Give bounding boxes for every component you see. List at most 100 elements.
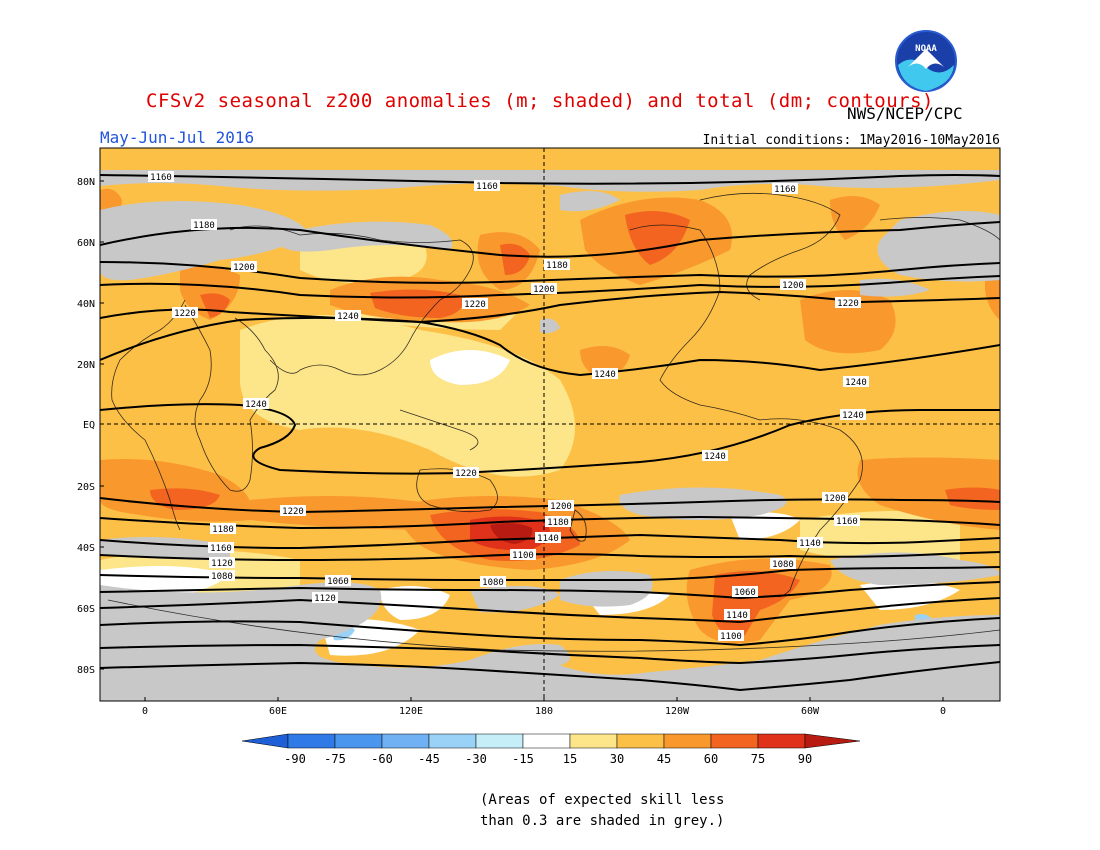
colorbar-swatch: [428, 733, 477, 749]
contour-label: 1220: [835, 297, 861, 309]
initial-conditions: Initial conditions: 1May2016-10May2016: [702, 133, 1000, 148]
svg-text:1200: 1200: [782, 281, 804, 291]
colorbar-tick-label: -15: [512, 752, 534, 766]
skill-note-line: than 0.3 are shaded in grey.): [480, 813, 725, 829]
svg-text:1080: 1080: [482, 578, 504, 588]
svg-text:0: 0: [940, 706, 946, 717]
lat-tick: 20N: [77, 360, 104, 371]
contour-label: 1220: [172, 307, 198, 319]
contour-label: 1240: [840, 409, 866, 421]
svg-text:20N: 20N: [77, 360, 95, 371]
svg-text:1060: 1060: [327, 577, 349, 587]
contour-label: 1080: [209, 570, 235, 582]
colorbar: -90 -75 -60 -45 -30 -15 15 30 45 60 75 9…: [241, 733, 861, 766]
contour-label: 1060: [732, 586, 758, 598]
latitude-axis: 80N 60N 40N 20N EQ 20S 40S 60S 80S: [77, 177, 104, 676]
svg-text:1180: 1180: [546, 261, 568, 271]
contour-label: 1160: [772, 183, 798, 195]
colorbar-tick-label: -30: [465, 752, 487, 766]
colorbar-swatch: [522, 733, 571, 749]
colorbar-tick-label: 30: [610, 752, 624, 766]
colorbar-arrow-left: [241, 733, 289, 749]
svg-text:1160: 1160: [476, 182, 498, 192]
svg-text:1180: 1180: [547, 518, 569, 528]
contour-label: 1140: [724, 609, 750, 621]
svg-text:1160: 1160: [150, 173, 172, 183]
contour-labels: 1160 1160 1160 1180 1180 1200 1200 1200 …: [148, 171, 869, 642]
lon-tick: 180: [535, 697, 553, 717]
svg-text:1140: 1140: [537, 534, 559, 544]
svg-text:1220: 1220: [464, 300, 486, 310]
svg-text:EQ: EQ: [83, 420, 95, 431]
svg-text:1180: 1180: [212, 525, 234, 535]
contour-label: 1200: [548, 500, 574, 512]
noaa-logo: NOAA: [895, 30, 957, 92]
svg-text:60N: 60N: [77, 238, 95, 249]
contour-label: 1240: [335, 310, 361, 322]
noaa-logo-text: NOAA: [915, 44, 937, 54]
contour-label: 1240: [592, 368, 618, 380]
svg-text:1140: 1140: [799, 539, 821, 549]
svg-text:1240: 1240: [594, 370, 616, 380]
lon-tick: 60W: [801, 697, 820, 717]
forecast-period: May-Jun-Jul 2016: [100, 128, 255, 147]
svg-text:80S: 80S: [77, 665, 95, 676]
svg-text:1200: 1200: [533, 285, 555, 295]
svg-text:1220: 1220: [837, 299, 859, 309]
lat-tick: 40S: [77, 543, 104, 554]
contour-label: 1240: [243, 398, 269, 410]
skill-note-line: (Areas of expected skill less: [480, 792, 725, 808]
svg-text:1080: 1080: [772, 560, 794, 570]
svg-text:120E: 120E: [399, 706, 423, 717]
svg-text:1200: 1200: [550, 502, 572, 512]
svg-text:1220: 1220: [174, 309, 196, 319]
colorbar-swatch: [710, 733, 759, 749]
contour-label: 1220: [280, 505, 306, 517]
svg-text:1200: 1200: [824, 494, 846, 504]
contour-label: 1180: [544, 259, 570, 271]
lat-tick: 80S: [77, 665, 104, 676]
lon-tick: 120E: [399, 697, 423, 717]
contour-label: 1160: [834, 515, 860, 527]
svg-text:1240: 1240: [845, 378, 867, 388]
colorbar-swatch: [381, 733, 430, 749]
svg-text:80N: 80N: [77, 177, 95, 188]
contour-label: 1140: [797, 537, 823, 549]
contour-label: 1220: [453, 467, 479, 479]
contour-label: 1180: [191, 219, 217, 231]
colorbar-tick-label: -90: [284, 752, 306, 766]
colorbar-tick-label: 45: [657, 752, 671, 766]
colorbar-tick-label: 75: [751, 752, 765, 766]
lat-tick: 60S: [77, 604, 104, 615]
svg-text:1240: 1240: [704, 452, 726, 462]
svg-text:60W: 60W: [801, 706, 820, 717]
svg-text:0: 0: [142, 706, 148, 717]
svg-text:1120: 1120: [314, 594, 336, 604]
contour-label: 1100: [510, 549, 536, 561]
anomaly-near-zero-regions: [100, 350, 960, 656]
longitude-axis: 0 60E 120E 180 120W 60W 0: [142, 697, 946, 717]
svg-text:1240: 1240: [842, 411, 864, 421]
colorbar-swatch: [475, 733, 524, 749]
colorbar-swatch: [663, 733, 712, 749]
colorbar-tick-label: 15: [563, 752, 577, 766]
svg-text:1120: 1120: [211, 559, 233, 569]
chart-title: CFSv2 seasonal z200 anomalies (m; shaded…: [146, 90, 934, 112]
colorbar-swatch: [569, 733, 618, 749]
svg-text:1100: 1100: [512, 551, 534, 561]
svg-text:120W: 120W: [665, 706, 690, 717]
contour-label: 1180: [545, 516, 571, 528]
svg-text:20S: 20S: [77, 482, 95, 493]
colorbar-tick-label: -60: [371, 752, 393, 766]
colorbar-swatch: [287, 733, 336, 749]
contour-label: 1200: [531, 283, 557, 295]
lat-tick: 80N: [77, 177, 104, 188]
contour-label: 1160: [148, 171, 174, 183]
contour-label: 1080: [480, 576, 506, 588]
svg-text:1060: 1060: [734, 588, 756, 598]
colorbar-swatch: [757, 733, 806, 749]
svg-text:1200: 1200: [233, 263, 255, 273]
contour-label: 1080: [770, 558, 796, 570]
contour-label: 1240: [702, 450, 728, 462]
